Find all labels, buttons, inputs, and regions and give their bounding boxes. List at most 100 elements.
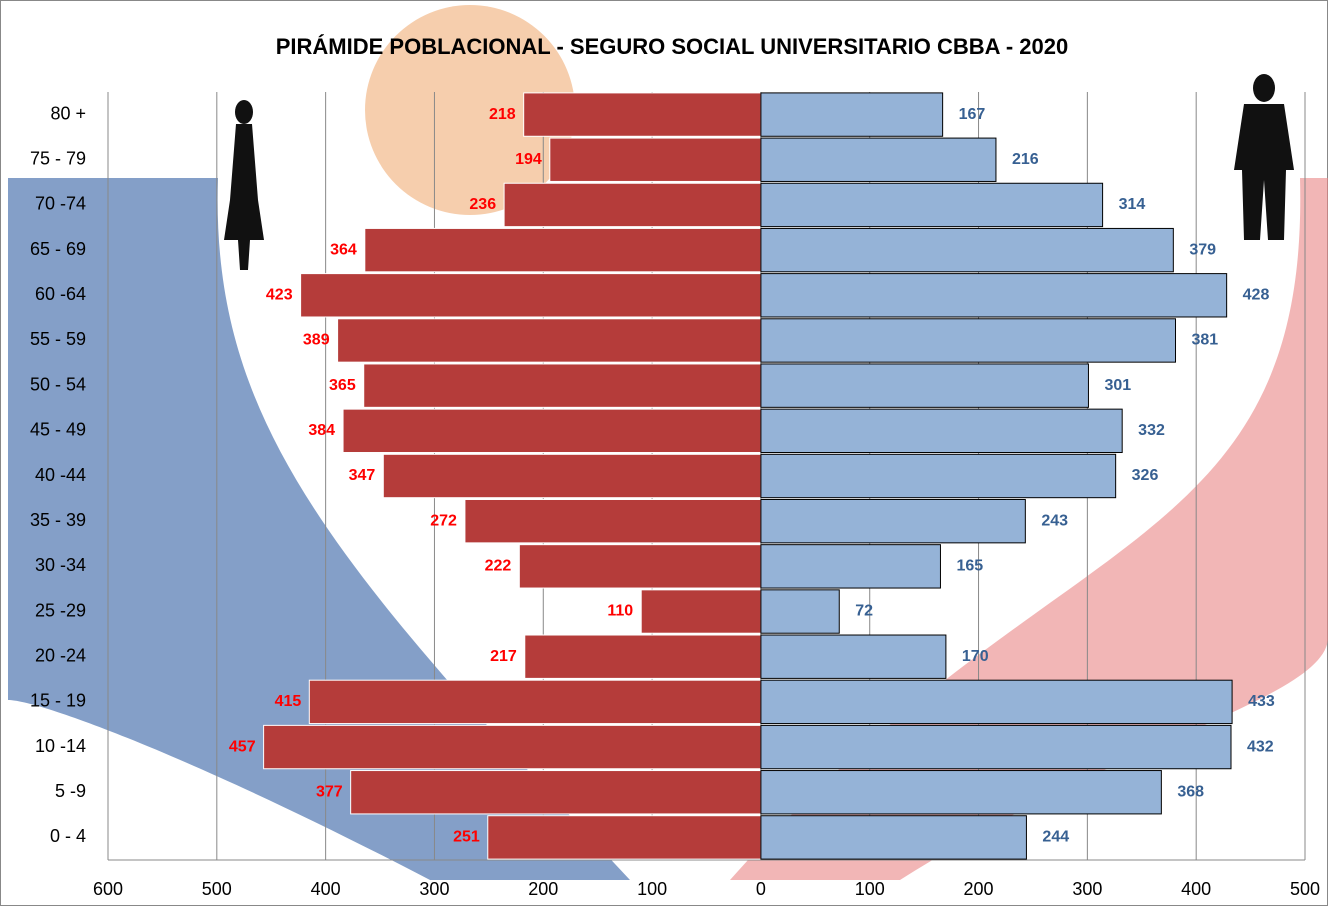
- x-tick-label: 500: [1290, 879, 1320, 899]
- bar: [487, 815, 762, 860]
- bar: [760, 634, 947, 679]
- x-tick-label: 100: [855, 879, 885, 899]
- x-tick-label: 200: [964, 879, 994, 899]
- chart-title: PIRÁMIDE POBLACIONAL - SEGURO SOCIAL UNI…: [276, 34, 1069, 59]
- decor-sun: [365, 5, 575, 215]
- value-label: 314: [1119, 196, 1146, 213]
- value-label: 368: [1177, 783, 1204, 800]
- value-label: 72: [855, 603, 873, 620]
- value-label: 167: [959, 106, 986, 123]
- x-tick-label: 400: [1181, 879, 1211, 899]
- value-label: 218: [489, 106, 516, 123]
- value-label: 365: [329, 377, 356, 394]
- bar: [350, 770, 762, 815]
- value-label: 170: [962, 648, 989, 665]
- bar: [549, 137, 762, 182]
- x-tick-label: 600: [93, 879, 123, 899]
- bar: [760, 453, 1117, 499]
- bar: [760, 770, 1162, 815]
- value-label: 379: [1189, 241, 1216, 258]
- bar: [640, 589, 762, 634]
- bar: [342, 408, 762, 454]
- bar: [760, 408, 1123, 454]
- value-label: 347: [349, 467, 376, 484]
- bar: [760, 815, 1027, 860]
- bar: [760, 182, 1104, 228]
- man-icon: [1234, 74, 1294, 240]
- bar: [518, 544, 762, 589]
- value-label: 428: [1243, 287, 1270, 304]
- y-tick-label: 40 -44: [35, 465, 86, 485]
- decor-blue: [8, 178, 630, 880]
- y-tick-label: 0 - 4: [50, 826, 86, 846]
- bar: [760, 679, 1233, 725]
- bar: [760, 92, 944, 137]
- value-label: 389: [303, 332, 330, 349]
- bar: [337, 318, 762, 363]
- value-label: 301: [1104, 377, 1131, 394]
- value-label: 272: [430, 512, 457, 529]
- y-tick-label: 50 - 54: [30, 374, 86, 394]
- y-tick-label: 20 -24: [35, 645, 86, 665]
- bar: [760, 137, 997, 182]
- bar: [760, 363, 1089, 408]
- y-tick-label: 45 - 49: [30, 420, 86, 440]
- y-tick-label: 80 +: [50, 103, 86, 123]
- value-label: 244: [1042, 829, 1069, 846]
- value-label: 332: [1138, 422, 1165, 439]
- bar: [760, 227, 1174, 273]
- y-tick-label: 60 -64: [35, 284, 86, 304]
- x-tick-label: 100: [637, 879, 667, 899]
- bar: [760, 498, 1026, 544]
- y-tick-label: 70 -74: [35, 194, 86, 214]
- bar: [760, 318, 1177, 363]
- value-label: 165: [956, 558, 983, 575]
- bar: [760, 724, 1232, 770]
- bar: [760, 544, 941, 589]
- y-tick-label: 55 - 59: [30, 329, 86, 349]
- value-label: 222: [485, 558, 512, 575]
- value-label: 194: [515, 151, 542, 168]
- x-tick-label: 300: [419, 879, 449, 899]
- value-label: 110: [607, 603, 633, 620]
- y-tick-label: 15 - 19: [30, 691, 86, 711]
- y-tick-label: 5 -9: [55, 781, 86, 801]
- y-tick-label: 75 - 79: [30, 149, 86, 169]
- bar: [263, 724, 762, 770]
- value-label: 415: [275, 693, 302, 710]
- value-label: 432: [1247, 738, 1274, 755]
- value-label: 326: [1132, 467, 1159, 484]
- value-label: 216: [1012, 151, 1039, 168]
- bar: [382, 453, 762, 499]
- bar: [524, 634, 762, 679]
- woman-icon: [224, 100, 264, 270]
- y-tick-label: 25 -29: [35, 600, 86, 620]
- value-label: 457: [229, 738, 256, 755]
- x-tick-label: 400: [311, 879, 341, 899]
- bar: [308, 679, 762, 725]
- value-label: 423: [266, 287, 293, 304]
- y-tick-label: 35 - 39: [30, 510, 86, 530]
- value-label: 243: [1041, 512, 1068, 529]
- bar: [523, 92, 762, 137]
- value-label: 217: [490, 648, 517, 665]
- bar: [503, 182, 762, 228]
- value-label: 251: [453, 829, 480, 846]
- bar: [364, 227, 762, 273]
- x-tick-label: 0: [756, 879, 766, 899]
- x-tick-label: 500: [202, 879, 232, 899]
- bar: [760, 273, 1228, 318]
- value-label: 236: [469, 196, 496, 213]
- bar: [363, 363, 762, 408]
- bar: [760, 589, 840, 634]
- y-tick-label: 65 - 69: [30, 239, 86, 259]
- x-tick-label: 300: [1072, 879, 1102, 899]
- bar: [464, 498, 762, 544]
- y-tick-label: 30 -34: [35, 555, 86, 575]
- value-label: 384: [308, 422, 335, 439]
- y-tick-label: 10 -14: [35, 736, 86, 756]
- x-tick-label: 200: [528, 879, 558, 899]
- value-label: 381: [1192, 332, 1219, 349]
- value-label: 377: [316, 783, 343, 800]
